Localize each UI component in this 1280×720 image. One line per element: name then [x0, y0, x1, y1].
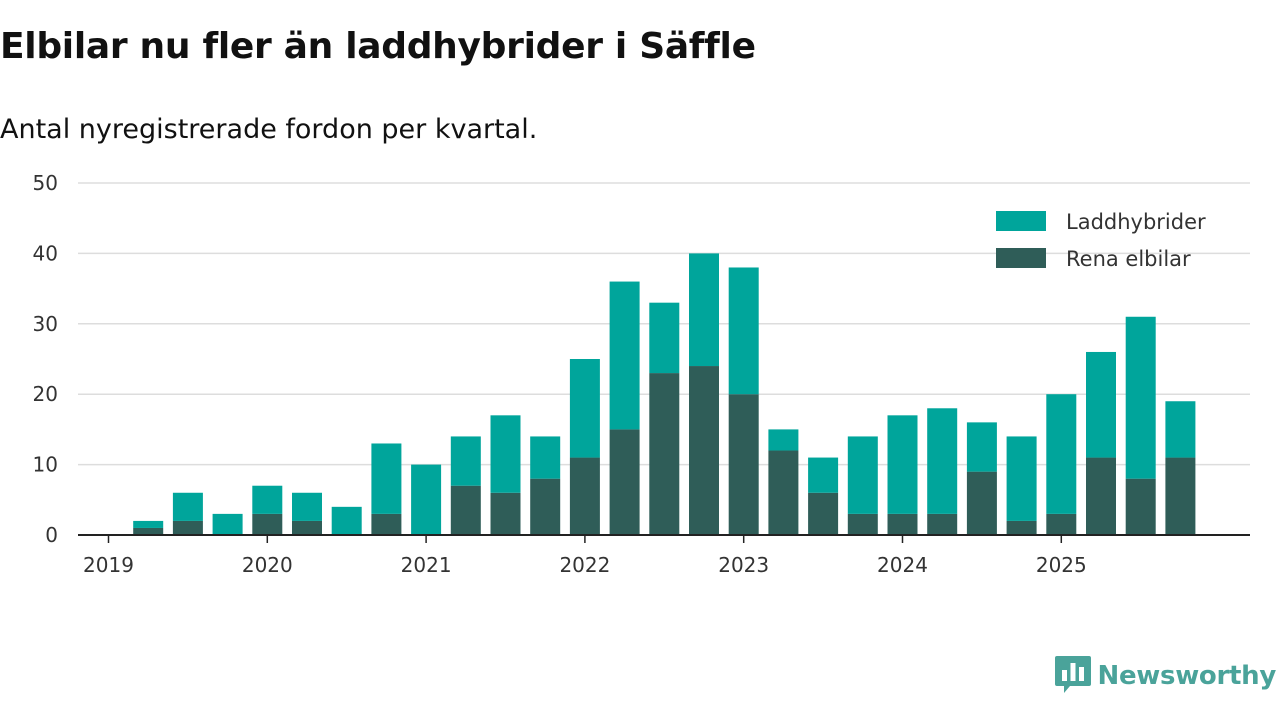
bar-segment [966, 422, 997, 472]
bar-segment [887, 513, 918, 535]
bar-segment [649, 373, 680, 535]
bar-segment [1086, 351, 1116, 458]
bar-segment [689, 366, 719, 535]
axes: 0 10 20 30 40 50 2019 2020 2021 2022 2023 2024 2025 [33, 171, 1250, 577]
x-tick-label: 2019 [83, 553, 134, 577]
bars [133, 253, 1196, 535]
bar-segment [1006, 436, 1037, 521]
x-tick-label: 2024 [877, 553, 928, 577]
bar-segment [530, 436, 561, 479]
bar-segment [172, 520, 203, 535]
bar-segment [689, 253, 719, 367]
bar-segment [1046, 394, 1077, 514]
bar-segment [252, 513, 283, 535]
bar-segment [1125, 316, 1156, 479]
bar-segment [808, 492, 839, 535]
x-tick-label: 2020 [242, 553, 293, 577]
bar-segment [768, 429, 799, 451]
legend-label: Rena elbilar [1066, 247, 1191, 271]
bar-segment [172, 492, 203, 521]
y-tick-label: 20 [33, 382, 58, 406]
y-tick-label: 50 [33, 171, 58, 195]
bar-segment [728, 394, 759, 535]
legend-swatch [996, 248, 1046, 268]
bar-segment [212, 513, 243, 535]
bar-segment [1165, 401, 1196, 458]
bar-segment [490, 415, 521, 493]
bar-segment [808, 457, 839, 493]
bar-segment [450, 436, 481, 486]
bar-segment [966, 471, 997, 535]
y-tick-label: 40 [33, 241, 58, 265]
bar-segment [450, 485, 481, 535]
bar-segment [887, 415, 918, 514]
chart-subtitle: Antal nyregistrerade fordon per kvartal. [0, 114, 538, 145]
brand-logo: Newsworthy [1054, 654, 1276, 698]
bar-segment [847, 436, 878, 514]
bar-segment [1125, 478, 1156, 535]
bar-segment [1046, 513, 1077, 535]
bar-segment [569, 359, 600, 458]
legend-label: Laddhybrider [1066, 210, 1206, 234]
x-tick-label: 2022 [559, 553, 610, 577]
bar-segment [411, 464, 442, 535]
bar-segment [530, 478, 561, 535]
bar-segment [371, 513, 402, 535]
brand-name: Newsworthy [1097, 661, 1277, 691]
bar-segment [133, 520, 164, 528]
y-tick-label: 0 [45, 523, 58, 547]
newsworthy-logo-icon [1054, 654, 1092, 698]
bar-segment [331, 506, 362, 535]
x-tick-label: 2025 [1036, 553, 1087, 577]
x-tick-label: 2021 [401, 553, 452, 577]
legend: Laddhybrider Rena elbilar [996, 210, 1206, 271]
bar-segment [292, 492, 322, 521]
y-tick-label: 30 [33, 312, 58, 336]
bar-segment [1086, 457, 1116, 535]
bar-segment [927, 513, 958, 535]
bar-segment [768, 450, 799, 535]
bar-segment [1006, 520, 1037, 535]
bar-segment [133, 527, 164, 535]
bar-segment [728, 267, 759, 395]
bar-segment [371, 443, 402, 514]
legend-swatch [996, 211, 1046, 231]
bar-segment [649, 302, 680, 374]
bar-segment [609, 281, 640, 430]
bar-segment [1165, 457, 1196, 535]
bar-segment [292, 520, 322, 535]
bar-segment [252, 485, 283, 514]
chart-title: Elbilar nu fler än laddhybrider i Säffle [0, 26, 756, 67]
bar-segment [609, 429, 640, 535]
bar-segment [490, 492, 521, 535]
x-tick-label: 2023 [718, 553, 769, 577]
y-tick-label: 10 [33, 453, 58, 477]
bar-segment [847, 513, 878, 535]
bar-segment [569, 457, 600, 535]
bar-segment [927, 408, 958, 514]
